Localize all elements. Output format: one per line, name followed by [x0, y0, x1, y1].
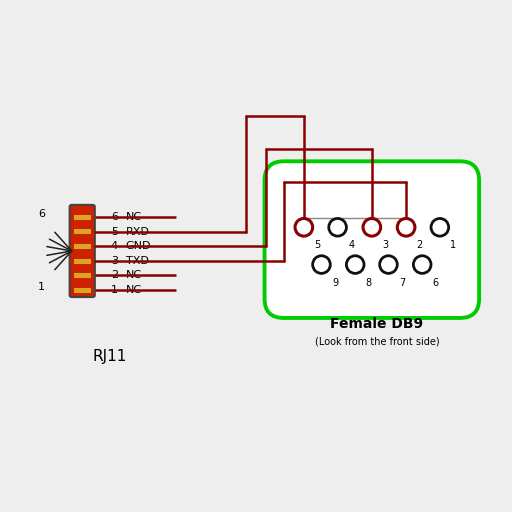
Text: 1: 1: [38, 283, 45, 292]
Circle shape: [380, 256, 397, 273]
Text: 6: 6: [111, 212, 118, 222]
Bar: [74, 215, 91, 220]
Text: 2: 2: [417, 241, 423, 250]
Bar: [74, 244, 91, 249]
FancyBboxPatch shape: [70, 205, 95, 297]
Text: TXD: TXD: [125, 256, 148, 266]
Text: 6: 6: [38, 209, 45, 220]
Text: 5: 5: [111, 227, 118, 237]
Text: GND: GND: [125, 241, 151, 251]
Text: 3: 3: [111, 256, 118, 266]
Text: 6: 6: [433, 278, 439, 288]
Circle shape: [295, 219, 313, 236]
Text: 3: 3: [382, 241, 389, 250]
Text: 9: 9: [332, 278, 338, 288]
Circle shape: [347, 256, 364, 273]
Circle shape: [313, 256, 330, 273]
Text: 1: 1: [451, 241, 457, 250]
Text: RJ11: RJ11: [93, 349, 127, 364]
Bar: [74, 229, 91, 234]
Text: RXD: RXD: [125, 227, 150, 237]
Text: NC: NC: [125, 212, 142, 222]
Circle shape: [413, 256, 431, 273]
Text: Female DB9: Female DB9: [330, 317, 423, 331]
Bar: [74, 259, 91, 264]
Text: 5: 5: [314, 241, 321, 250]
Text: 7: 7: [399, 278, 406, 288]
Bar: [74, 288, 91, 293]
Text: 4: 4: [111, 241, 118, 251]
Circle shape: [329, 219, 347, 236]
FancyBboxPatch shape: [265, 161, 479, 318]
Text: 1: 1: [111, 285, 118, 295]
Bar: [74, 273, 91, 278]
Text: NC: NC: [125, 285, 142, 295]
Text: (Look from the front side): (Look from the front side): [314, 336, 439, 347]
Text: 8: 8: [366, 278, 372, 288]
Circle shape: [363, 219, 380, 236]
Circle shape: [397, 219, 415, 236]
Text: 2: 2: [111, 270, 118, 281]
Circle shape: [431, 219, 449, 236]
Text: NC: NC: [125, 270, 142, 281]
Text: 4: 4: [348, 241, 354, 250]
